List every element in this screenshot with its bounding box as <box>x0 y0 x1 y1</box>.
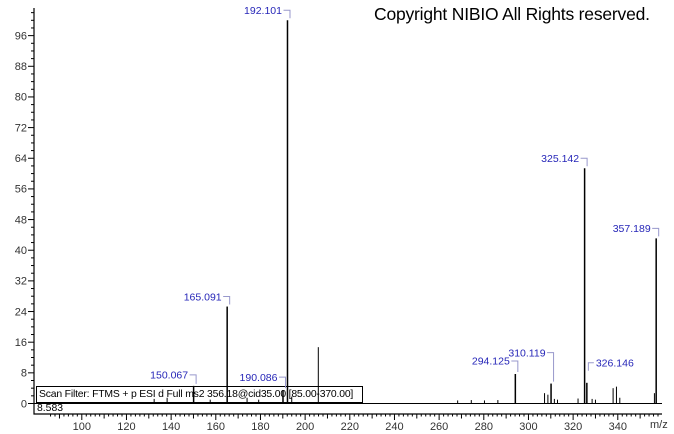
y-tick-label: 16 <box>15 337 27 349</box>
peaks <box>153 20 657 404</box>
peak-label: 326.146 <box>596 358 634 370</box>
peak-label: 150.067 <box>150 370 188 382</box>
peak-label: 190.086 <box>240 372 278 384</box>
x-tick-label: 180 <box>251 421 269 433</box>
x-tick-label: 340 <box>609 421 627 433</box>
peak-label: 310.119 <box>508 347 545 359</box>
peak-labels: 150.067 165.091 190.086 192.101 294.125310.1… <box>150 5 660 389</box>
peak-label: 294.125 <box>472 356 510 368</box>
y-tick-label: 96 <box>15 30 27 42</box>
peak-label: 325.142 <box>541 153 579 165</box>
x-axis-unit-label: m/z <box>650 419 668 431</box>
scan-filter-text: Scan Filter: FTMS + p ESI d Full ms2 356… <box>39 389 354 400</box>
peak-label: 192.101 <box>244 5 282 17</box>
axes <box>33 8 662 415</box>
y-tick-label: 8 <box>21 368 27 380</box>
x-tick-label: 140 <box>162 421 180 433</box>
x-tick-label: 160 <box>207 421 225 433</box>
y-tick-label: 24 <box>15 306 27 318</box>
y-tick-label: 88 <box>15 61 27 73</box>
y-tick-label: 56 <box>15 184 27 196</box>
x-tick-label: 280 <box>475 421 493 433</box>
y-tick-label: 32 <box>15 276 27 288</box>
x-tick-label: 200 <box>296 421 314 433</box>
x-tick-label: 220 <box>341 421 359 433</box>
y-tick-label: 64 <box>15 153 27 165</box>
x-tick-label: 320 <box>564 421 582 433</box>
y-tick-label: 80 <box>15 92 27 104</box>
x-tick-label: 260 <box>430 421 448 433</box>
x-tick-label: 240 <box>385 421 403 433</box>
y-tick-label: 72 <box>15 122 27 134</box>
y-tick-label: 0 <box>21 398 27 410</box>
x-tick-label: 100 <box>73 421 91 433</box>
y-tick-label: 48 <box>15 214 27 226</box>
peak-label: 357.189 <box>613 223 651 235</box>
peak-label: 165.091 <box>184 291 222 303</box>
retention-time: 8.583 <box>37 403 64 414</box>
x-tick-label: 120 <box>117 421 135 433</box>
y-axis-ticks: 0 8 16 24 32 40 48 56 64 72 80 88 96 <box>15 12 34 410</box>
copyright-title: Copyright NIBIO All Rights reserved. <box>374 4 650 24</box>
x-axis-ticks: 100 120 140 160 180 200 220 240 260 280 300 320 340 <box>50 414 659 433</box>
x-tick-label: 300 <box>519 421 537 433</box>
y-tick-label: 40 <box>15 245 27 257</box>
